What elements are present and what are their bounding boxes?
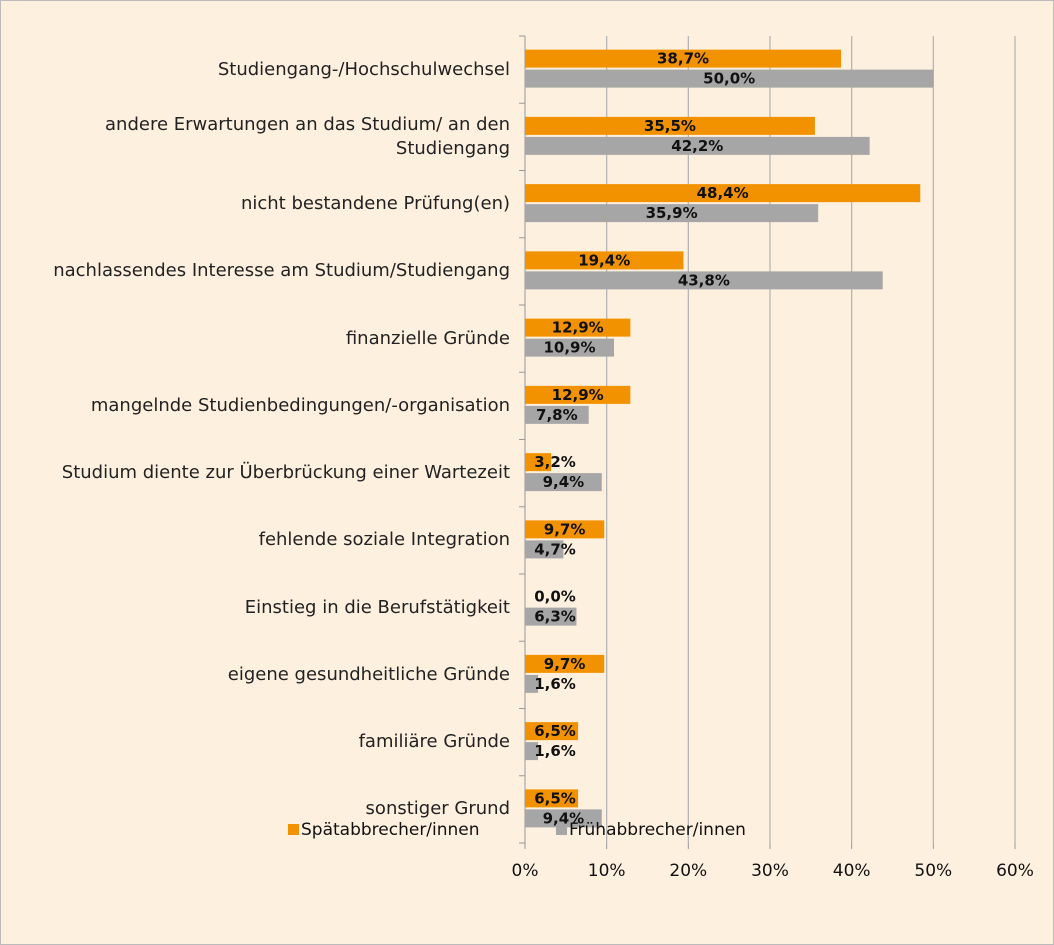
category-label: Einstieg in die Berufstätigkeit: [244, 596, 510, 618]
category-label: nachlassendes Interesse am Studium/Studi…: [53, 260, 510, 282]
value-label: 6,5%: [534, 789, 576, 807]
bar: [525, 722, 579, 741]
legend-label: Spätabbrecher/innen: [301, 820, 480, 840]
category-label: sonstiger Grund: [365, 798, 510, 820]
value-label: 9,7%: [544, 520, 586, 538]
bar: [525, 520, 605, 539]
value-label: 12,9%: [552, 386, 604, 404]
value-label: 7,8%: [536, 406, 578, 424]
bar: [525, 540, 564, 559]
value-label: 35,9%: [646, 204, 698, 222]
bar: [525, 405, 589, 424]
value-label: 38,7%: [657, 50, 709, 68]
value-label: 42,2%: [671, 137, 723, 155]
bar: [525, 116, 815, 135]
bar: [525, 204, 819, 223]
value-label: 9,4%: [543, 473, 585, 491]
value-label: 9,7%: [544, 655, 586, 673]
bar: [525, 338, 615, 357]
value-label: 50,0%: [703, 70, 755, 88]
bar: [525, 69, 934, 88]
value-label: 4,7%: [534, 540, 576, 558]
legend-swatch: [288, 824, 299, 835]
category-label: familiäre Gründe: [358, 731, 510, 753]
legend-label: Frühabbrecher/innen: [569, 820, 746, 840]
category-label: Studiengang-/Hochschulwechsel: [217, 58, 510, 80]
legend-swatch: [556, 824, 567, 835]
category-label: Studium diente zur Überbrückung einer Wa…: [61, 462, 510, 484]
value-label: 9,4%: [543, 809, 585, 827]
value-label: 3,2%: [534, 453, 576, 471]
value-label: 19,4%: [578, 251, 630, 269]
bar: [525, 742, 539, 761]
category-label: fehlende soziale Integration: [258, 529, 510, 551]
bar: [525, 453, 552, 472]
x-tick-label: 40%: [833, 861, 871, 881]
value-label: 10,9%: [543, 339, 595, 357]
bar: [525, 654, 605, 673]
bar: [525, 473, 602, 492]
x-tick-label: 20%: [669, 861, 707, 881]
x-tick-label: 0%: [512, 861, 539, 881]
category-label: mangelnde Studienbedingungen/-organisati…: [90, 394, 510, 416]
value-label: 1,6%: [534, 675, 576, 693]
bar: [525, 789, 579, 808]
bar: [525, 184, 921, 203]
value-label: 1,6%: [534, 742, 576, 760]
x-tick-label: 30%: [751, 861, 789, 881]
category-label: finanzielle Gründe: [345, 327, 510, 349]
bar: [525, 318, 631, 337]
bar: [525, 136, 870, 155]
bar: [525, 809, 602, 828]
x-tick-label: 10%: [588, 861, 626, 881]
value-label: 12,9%: [552, 319, 604, 337]
bar: [525, 49, 842, 68]
value-label: 48,4%: [697, 184, 749, 202]
value-label: 43,8%: [678, 271, 730, 289]
category-label: andere Erwartungen an das Studium/ an de…: [105, 113, 510, 159]
category-label: nicht bestandene Prüfung(en): [240, 193, 510, 215]
bar: [525, 607, 577, 626]
value-label: 6,5%: [534, 722, 576, 740]
x-tick-label: 60%: [996, 861, 1034, 881]
bar: [525, 674, 539, 693]
value-label: 0,0%: [534, 588, 576, 606]
x-tick-label: 50%: [914, 861, 952, 881]
category-label: eigene gesundheitliche Gründe: [227, 663, 510, 685]
bar: [525, 385, 631, 404]
bar: [525, 251, 684, 270]
value-label: 6,3%: [534, 608, 576, 626]
value-label: 35,5%: [644, 117, 696, 135]
bar: [525, 271, 883, 290]
